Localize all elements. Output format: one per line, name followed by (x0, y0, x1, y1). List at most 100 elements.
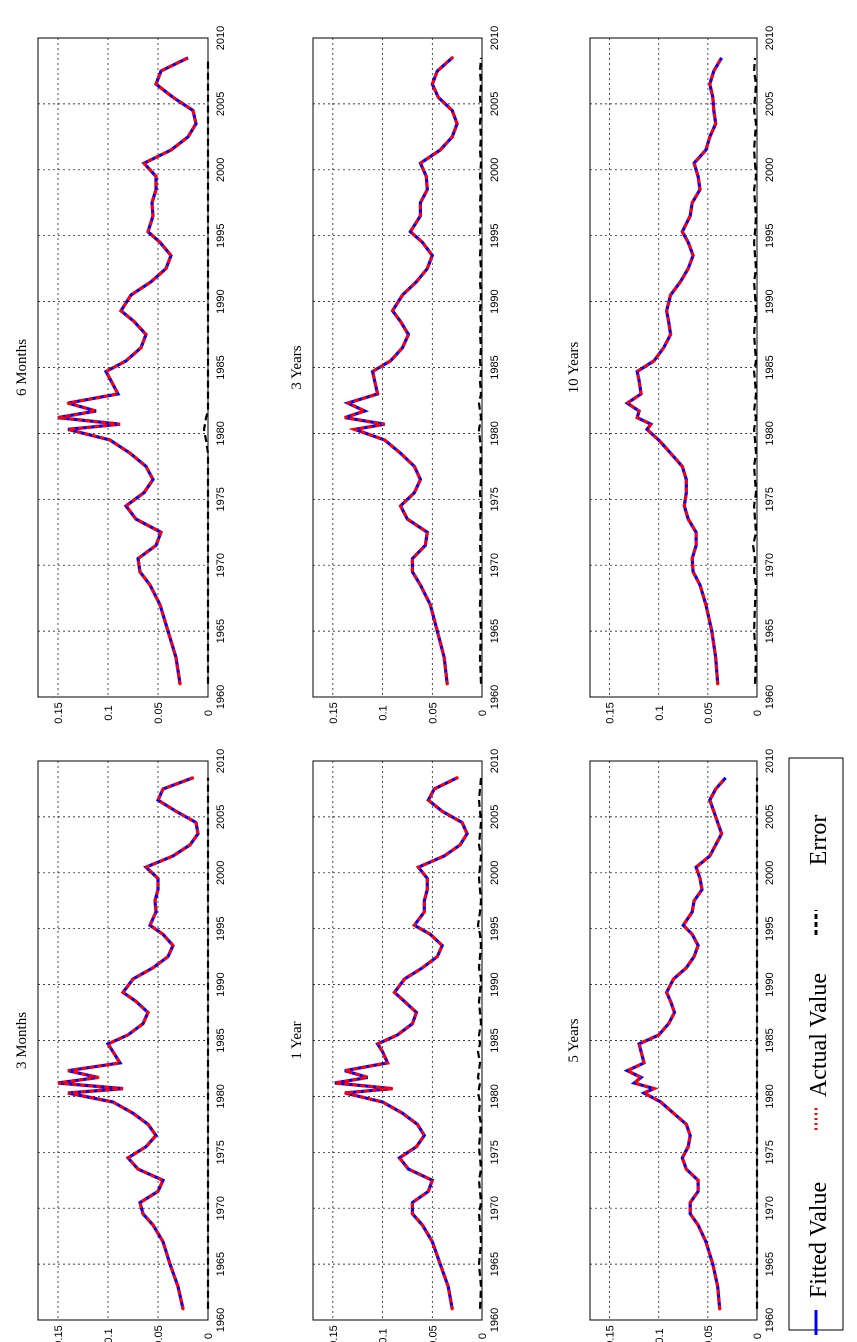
y-tick-label: 0.15 (328, 702, 340, 723)
x-tick-label: 2000 (489, 861, 501, 885)
x-tick-label: 2010 (215, 749, 227, 773)
chart-panel-6-months: 1960 1965 1970 1975 1980 1985 1990 1995 2000 2005… (14, 26, 227, 724)
y-tick-label: 0.15 (328, 1325, 340, 1342)
x-tick-label: 1990 (215, 289, 227, 313)
x-tick-label: 1975 (489, 1140, 501, 1164)
x-tick-label: 1995 (489, 223, 501, 247)
x-tick-label: 1980 (764, 1084, 776, 1108)
x-tick-label: 1970 (489, 1196, 501, 1220)
x-tick-label: 1990 (764, 289, 776, 313)
legend: Fitted Value Actual Value Error (788, 757, 844, 1335)
x-tick-label: 1970 (489, 553, 501, 577)
x-tick-label: 2010 (215, 26, 227, 50)
chart-title: 3 Years (289, 345, 305, 389)
x-tick-label: 1965 (215, 1252, 227, 1276)
chart-title: 6 Months (14, 339, 30, 396)
chart-panel-10-years: 1960 1965 1970 1975 1980 1985 1990 1995 2000 2005… (566, 26, 776, 724)
y-tick-label: 0.1 (654, 705, 666, 720)
x-tick-label: 1980 (215, 1084, 227, 1108)
x-tick-label: 1995 (215, 916, 227, 940)
x-tick-label: 1990 (489, 289, 501, 313)
x-tick-label: 2010 (764, 26, 776, 50)
plot-frame (589, 37, 758, 698)
chart-title: 3 Months (14, 1012, 30, 1069)
chart-title: 5 Years (566, 1018, 582, 1062)
x-tick-label: 1960 (215, 685, 227, 709)
x-tick-label: 1970 (215, 1196, 227, 1220)
series-line-actual-value (57, 776, 200, 1311)
y-tick-label: 0 (752, 710, 764, 716)
x-tick-label: 1985 (215, 1028, 227, 1052)
y-tick-label: 0.1 (103, 1328, 115, 1342)
legend-label-fitted-value: Fitted Value (806, 1182, 832, 1298)
x-tick-label: 2005 (215, 805, 227, 829)
series-line-error (477, 57, 483, 684)
x-tick-label: 1980 (489, 421, 501, 445)
y-tick-label: 0.1 (378, 1328, 390, 1342)
y-tick-label: 0.05 (427, 702, 439, 723)
plot-frame (589, 760, 758, 1321)
x-tick-label: 1965 (764, 619, 776, 643)
chart-title: 10 Years (566, 342, 582, 394)
series-line-actual-value (623, 776, 728, 1311)
x-tick-label: 1990 (489, 972, 501, 996)
x-tick-label: 1980 (489, 1084, 501, 1108)
x-tick-label: 1975 (489, 487, 501, 511)
x-tick-label: 1970 (764, 553, 776, 577)
x-tick-label: 1985 (764, 1028, 776, 1052)
y-tick-label: 0.05 (703, 702, 715, 723)
chart-panel-5-years: 1960 1965 1970 1975 1980 1985 1990 1995 2000 2005… (566, 749, 776, 1342)
x-tick-label: 1990 (764, 972, 776, 996)
x-tick-label: 1975 (215, 487, 227, 511)
series-line-actual-value (57, 56, 198, 686)
legend-box (788, 757, 844, 1331)
x-tick-label: 1970 (764, 1196, 776, 1220)
chart-title: 1 Year (289, 1021, 305, 1059)
y-tick-label: 0.05 (153, 702, 165, 723)
x-tick-label: 1995 (764, 916, 776, 940)
x-tick-label: 2010 (489, 26, 501, 50)
x-tick-label: 1975 (764, 1140, 776, 1164)
x-tick-label: 2000 (215, 861, 227, 885)
x-tick-label: 1975 (764, 487, 776, 511)
chart-panel-3-months: 1960 1965 1970 1975 1980 1985 1990 1995 2000 2005… (14, 749, 227, 1342)
x-tick-label: 2010 (764, 749, 776, 773)
x-tick-label: 2005 (764, 92, 776, 116)
x-tick-label: 2000 (215, 158, 227, 182)
x-tick-label: 1980 (764, 421, 776, 445)
x-tick-label: 1990 (215, 972, 227, 996)
series-line-actual-value (624, 56, 724, 686)
y-tick-label: 0 (752, 1333, 764, 1339)
y-tick-label: 0 (203, 710, 215, 716)
x-tick-label: 1995 (215, 223, 227, 247)
series-line-error (751, 57, 758, 684)
legend-label-actual-value: Actual Value (806, 973, 832, 1097)
y-tick-label: 0.05 (427, 1325, 439, 1342)
x-tick-label: 1960 (215, 1308, 227, 1332)
x-tick-label: 2005 (764, 805, 776, 829)
x-tick-label: 2000 (489, 158, 501, 182)
series-line-actual-value (343, 56, 459, 686)
x-tick-label: 1965 (489, 619, 501, 643)
y-tick-label: 0.05 (703, 1325, 715, 1342)
x-tick-label: 2000 (764, 158, 776, 182)
x-tick-label: 1985 (489, 1028, 501, 1052)
y-tick-label: 0.1 (103, 705, 115, 720)
x-tick-label: 1995 (489, 916, 501, 940)
x-tick-label: 1960 (489, 1308, 501, 1332)
x-tick-label: 1970 (215, 553, 227, 577)
y-tick-label: 0.15 (53, 702, 65, 723)
x-tick-label: 2000 (764, 861, 776, 885)
x-tick-label: 1975 (215, 1140, 227, 1164)
x-tick-label: 1960 (489, 685, 501, 709)
legend-label-error: Error (806, 815, 832, 866)
y-tick-label: 0.15 (53, 1325, 65, 1342)
x-tick-label: 2005 (489, 92, 501, 116)
y-tick-label: 0.1 (378, 705, 390, 720)
x-tick-label: 1965 (215, 619, 227, 643)
x-tick-label: 1985 (764, 355, 776, 379)
y-tick-label: 0.15 (605, 1325, 617, 1342)
chart-panel-3-years: 1960 1965 1970 1975 1980 1985 1990 1995 2000 2005… (289, 26, 501, 724)
x-tick-label: 1960 (764, 1308, 776, 1332)
x-tick-label: 1960 (764, 685, 776, 709)
